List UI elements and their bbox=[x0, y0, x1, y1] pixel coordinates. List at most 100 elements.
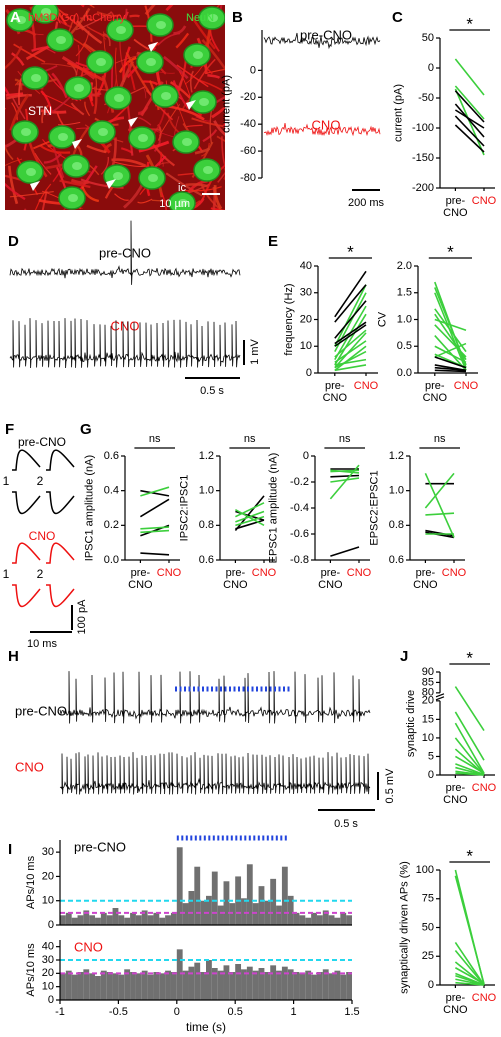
cell-nucleus bbox=[21, 128, 31, 136]
bar bbox=[258, 968, 265, 1000]
bar bbox=[170, 972, 177, 1000]
x-axis-label: time (s) bbox=[186, 1020, 226, 1034]
fiber bbox=[42, 139, 67, 160]
y-tick-label: 10 bbox=[300, 340, 312, 352]
bar bbox=[188, 966, 195, 1000]
pair-line bbox=[334, 284, 367, 323]
fiber bbox=[89, 5, 93, 7]
x-tick-label-line: CNO bbox=[443, 1004, 468, 1016]
x-tick-label: pre-CNO bbox=[443, 992, 468, 1016]
x-tick-label: CNO bbox=[472, 782, 497, 794]
bar bbox=[287, 969, 294, 1000]
x-tick-label: -0.5 bbox=[109, 1006, 128, 1018]
y-tick-label: 40 bbox=[42, 941, 54, 953]
pair-line bbox=[424, 473, 455, 538]
bar bbox=[89, 973, 96, 1000]
panel-label: H bbox=[8, 648, 19, 665]
bar bbox=[124, 917, 131, 925]
bar bbox=[241, 969, 247, 1000]
y-tick-label: 0.5 bbox=[397, 340, 412, 352]
significance-label: ns bbox=[244, 433, 256, 445]
fiber bbox=[217, 171, 225, 183]
y-tick-label: 75 bbox=[422, 893, 434, 905]
cell-nucleus bbox=[31, 74, 41, 82]
evoked-current bbox=[12, 542, 41, 564]
bar bbox=[130, 972, 136, 1000]
bar bbox=[229, 972, 236, 1000]
x-tick-label-line: CNO bbox=[443, 794, 468, 806]
x-tick-label: CNO bbox=[347, 567, 372, 579]
trace bbox=[263, 32, 381, 50]
fiber bbox=[173, 25, 187, 35]
bar bbox=[229, 903, 236, 925]
x-tick-label: pre-CNO bbox=[443, 782, 468, 806]
y-tick-label: -50 bbox=[418, 92, 434, 104]
x-tick-label-line: CNO bbox=[423, 392, 448, 404]
fiber bbox=[202, 129, 218, 143]
bar bbox=[305, 917, 312, 925]
y-tick-label: 50 bbox=[422, 32, 434, 44]
fiber bbox=[9, 190, 54, 198]
fiber bbox=[96, 11, 121, 17]
bar bbox=[165, 970, 171, 1000]
fiber bbox=[223, 167, 225, 181]
fiber bbox=[89, 5, 95, 9]
bar bbox=[60, 973, 66, 1000]
pair-line bbox=[454, 58, 485, 96]
pair-line bbox=[334, 358, 367, 366]
fiber bbox=[34, 183, 52, 210]
pair-line bbox=[434, 356, 467, 369]
bar bbox=[65, 970, 72, 1000]
bar bbox=[340, 974, 347, 1000]
bar bbox=[328, 915, 335, 925]
arrowhead bbox=[128, 117, 138, 127]
x-tick-label: 1 bbox=[291, 1006, 297, 1018]
bar bbox=[147, 974, 154, 1000]
cell-nucleus bbox=[148, 174, 158, 182]
fiber bbox=[138, 117, 152, 126]
y-tick-label: 20 bbox=[42, 967, 54, 979]
pair-line bbox=[454, 755, 485, 774]
pair-line bbox=[334, 329, 367, 358]
fiber bbox=[213, 120, 225, 136]
bar bbox=[77, 915, 84, 925]
pair-line bbox=[434, 345, 467, 364]
x-tick-label: CNO bbox=[472, 992, 497, 1004]
pair-line bbox=[235, 509, 265, 527]
y-tick-label: 5 bbox=[428, 750, 434, 762]
x-tick-label-line: pre- bbox=[131, 567, 151, 579]
trace bbox=[59, 752, 371, 795]
y-tick-label: 0.8 bbox=[199, 519, 214, 531]
y-tick-label: 0 bbox=[250, 64, 256, 76]
fiber bbox=[221, 136, 225, 167]
y-tick-label: -20 bbox=[240, 91, 256, 103]
y-tick-label: 1.0 bbox=[397, 313, 412, 325]
bar bbox=[299, 973, 306, 1000]
y-tick-label: -60 bbox=[240, 145, 256, 157]
scale-bar-label: 1 mV bbox=[249, 339, 261, 365]
y-tick-label: 10 bbox=[42, 895, 54, 907]
y-tick-label: 50 bbox=[422, 921, 434, 933]
x-tick-label: pre-CNO bbox=[323, 380, 348, 404]
y-tick-label: 0 bbox=[428, 769, 434, 781]
pair-line bbox=[434, 335, 467, 371]
pair-line bbox=[334, 345, 367, 371]
x-tick-label: pre-CNO bbox=[413, 567, 438, 591]
evoked-current bbox=[46, 584, 75, 608]
bar bbox=[217, 905, 224, 925]
x-tick-label: -1 bbox=[55, 1006, 65, 1018]
bar bbox=[71, 974, 78, 1000]
cell-nucleus bbox=[203, 166, 213, 174]
fiber bbox=[175, 32, 190, 49]
cell-nucleus bbox=[146, 58, 156, 66]
bar bbox=[252, 970, 259, 1000]
bar bbox=[124, 969, 131, 1000]
significance-label: ns bbox=[339, 433, 351, 445]
y-tick-label: 0.6 bbox=[389, 554, 404, 566]
bar bbox=[118, 915, 125, 925]
bar bbox=[211, 968, 218, 1000]
x-tick-label-line: CNO bbox=[223, 579, 248, 591]
fiber bbox=[57, 121, 81, 126]
fiber bbox=[191, 16, 216, 50]
pair-line bbox=[454, 942, 485, 986]
